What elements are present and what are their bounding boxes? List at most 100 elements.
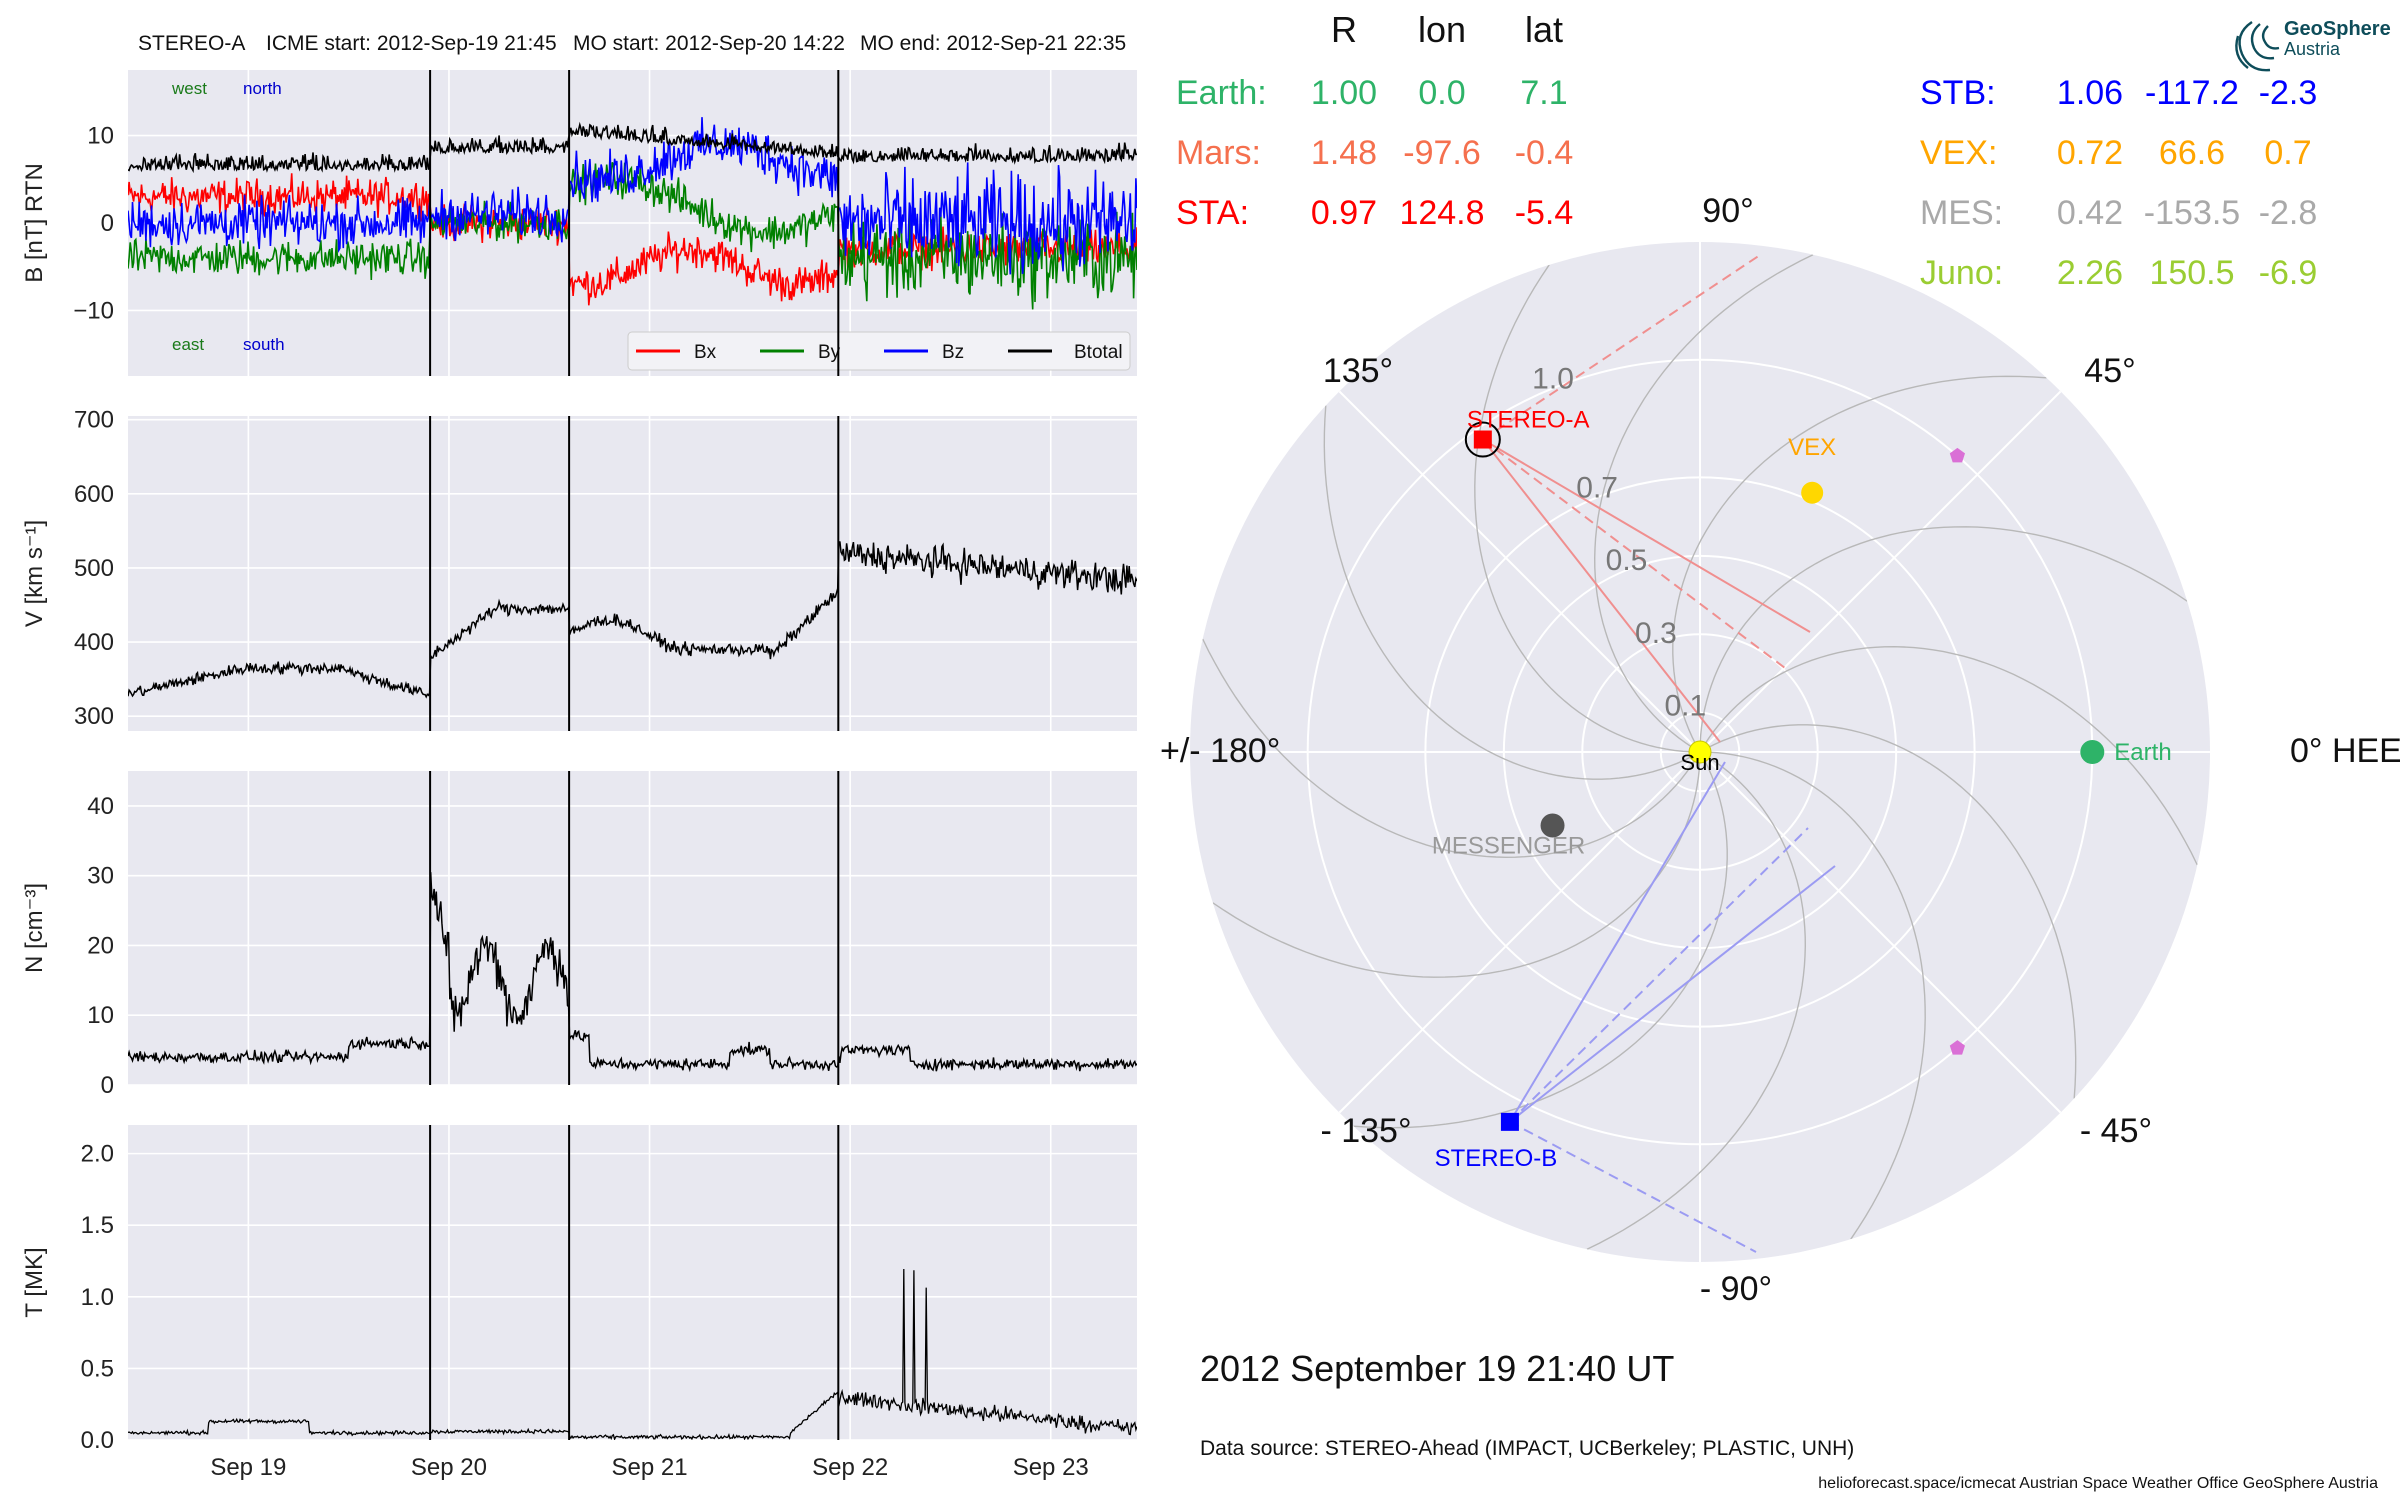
parker-spiral [1323,405,1701,780]
y-tick-label: 10 [87,123,114,150]
messenger-label: MESSENGER [1432,833,1585,860]
credits: helioforecast.space/icmecat Austrian Spa… [1818,1475,2378,1492]
y-tick-label: 1.5 [81,1212,114,1239]
panel-background [128,771,1137,1085]
y-axis-label: V [km s⁻¹] [21,520,48,627]
logo-line2: Austria [2284,39,2341,59]
row-R: 0.42 [2057,194,2123,232]
y-tick-label: 0 [101,1072,114,1099]
time-axis: Sep 19 Sep 20 Sep 21 Sep 22 Sep 23 [210,1454,1088,1481]
parker-spiral [1593,254,1814,753]
legend-label-Btotal: Btotal [1074,342,1123,363]
angle-label: +/- 180° [1160,732,1280,770]
panel-B: −10 0 10 B [nT] RTN west north east south Bx By Bz… [21,70,1137,376]
stereo-a-label: STEREO-A [1467,407,1590,434]
geosphere-logo: GeoSphere Austria [2235,18,2391,72]
stereo-a-ring [1464,421,1501,458]
legend-label-Bx: Bx [694,342,717,363]
x-tick-label: Sep 21 [612,1454,688,1481]
parker-spiral [1353,751,1728,1129]
radial-label: 1.0 [1532,362,1574,395]
row-R: 2.26 [2057,254,2123,292]
stereo-a-marker [1473,430,1492,449]
parker-spiral [1699,751,1926,1240]
stereo-a-fov-line [1482,254,1761,441]
parker-spiral [1586,751,1807,1250]
panel-traces [128,117,1137,310]
column-header-R: R [1331,9,1357,50]
parker-spiral [1699,526,2188,753]
annotation-east: east [172,335,204,354]
stereo-b-fov-line [1509,1120,1757,1253]
panel-T: 0.0 0.5 1.0 1.5 2.0 T [MK] [21,1125,1137,1454]
panel-V: 300 400 500 600 700 V [km s⁻¹] [21,407,1137,731]
header-icme-start: ICME start: 2012-Sep-19 21:45 [266,32,557,55]
x-tick-label: Sep 19 [210,1454,286,1481]
y-tick-label: 30 [87,863,114,890]
radial-label: 0.7 [1576,471,1618,504]
angle-spoke [1699,390,2062,753]
y-tick-label: 2.0 [81,1141,114,1168]
legend-label-By: By [818,342,841,363]
row-name: MES: [1920,194,2003,232]
row-lat: -2.8 [2259,194,2318,232]
y-axis-label: T [MK] [21,1247,48,1317]
row-R: 1.06 [2057,74,2123,112]
data-source: Data source: STEREO-Ahead (IMPACT, UCBer… [1200,1437,1854,1460]
series-V [128,541,1137,699]
row-lon: -117.2 [2145,74,2239,112]
y-tick-label: 0.0 [81,1427,114,1454]
row-lon: 66.6 [2159,134,2225,172]
angle-label: - 135° [1320,1112,1411,1150]
earth-marker [2080,740,2105,764]
y-tick-label: 0.5 [81,1355,114,1382]
angle-label: 0° HEEQ [2290,732,2400,770]
messenger-marker [1540,813,1565,838]
y-tick-label: 1.0 [81,1284,114,1311]
series-Bx [128,173,1137,306]
column-header-lon: lon [1418,9,1466,50]
pentagon-marker [1949,1040,1965,1055]
stereo-b-marker [1500,1112,1519,1131]
earth-label: Earth [2114,739,2171,766]
stereo-b-label: STEREO-B [1435,1145,1558,1172]
y-tick-label: −10 [73,297,114,324]
x-tick-label: Sep 20 [411,1454,487,1481]
pentagon-marker [1949,447,1965,463]
radial-label: 0.1 [1664,690,1706,723]
stereo-b-fov-line [1509,865,1836,1123]
angle-spoke [1338,390,1701,753]
x-tick-label: Sep 22 [812,1454,888,1481]
y-tick-label: 20 [87,932,114,959]
radial-label: 0.5 [1606,544,1648,577]
panel-traces [128,1268,1137,1440]
row-lon: 0.0 [1418,74,1465,112]
panel-traces [128,541,1137,699]
row-name: Juno: [1920,254,2003,292]
row-lat: -6.9 [2259,254,2318,292]
panel-background [128,416,1137,731]
header-spacecraft: STEREO-A [138,32,245,55]
vex-marker [1801,481,1824,504]
stereo-a-fov-line [1482,438,1721,743]
angle-spoke [1699,751,2062,1114]
stereo-a-fov-line [1482,438,1811,633]
angle-label: - 45° [2080,1112,2152,1150]
parker-spiral [1699,645,2198,866]
row-name: Mars: [1176,134,1261,172]
y-tick-label: 700 [74,407,114,434]
panel-N: 0 10 20 30 40 N [cm⁻³] [21,771,1137,1099]
row-lat: 7.1 [1520,74,1567,112]
x-tick-label: Sep 23 [1013,1454,1089,1481]
vex-label: VEX [1788,434,1836,461]
stereo-b-fov-line [1509,827,1809,1123]
annotation-north: north [243,79,282,98]
sun-marker [1688,740,1712,764]
row-name: STB: [1920,74,1996,112]
parker-spiral [1699,724,2077,1099]
stereo-b-fov-line [1509,761,1726,1123]
row-lat: 0.7 [2264,134,2311,172]
row-R: 0.97 [1311,194,1377,232]
series-Bz [128,117,1137,275]
y-axis-label: N [cm⁻³] [21,883,48,973]
